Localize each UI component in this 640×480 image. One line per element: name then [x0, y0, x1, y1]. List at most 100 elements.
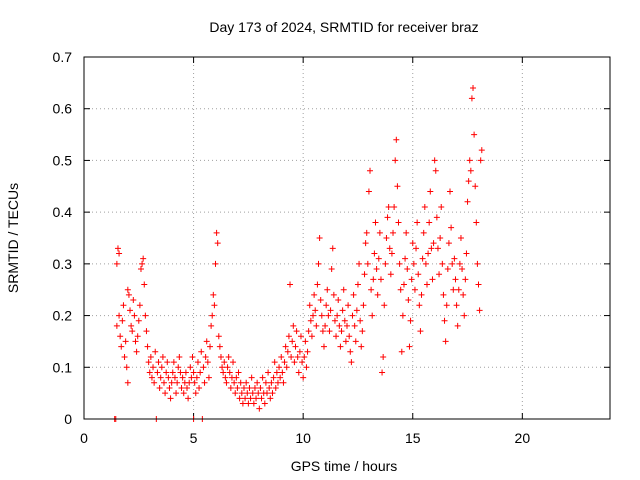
data-point [368, 286, 375, 293]
data-point [162, 390, 169, 397]
data-point [315, 260, 322, 267]
data-point [249, 390, 256, 397]
data-point [400, 281, 407, 288]
y-axis-label: SRMTID / TECUs [5, 183, 21, 293]
data-point [248, 374, 255, 381]
data-point [358, 343, 365, 350]
tick-labels: 0 0.1 0.2 0.3 0.4 0.5 0.6 0.7 0 5 10 15 20 [53, 49, 531, 446]
data-point [280, 379, 287, 386]
data-point [246, 384, 253, 391]
data-point [299, 359, 306, 366]
data-point [116, 250, 123, 257]
data-point [179, 374, 186, 381]
data-point [192, 390, 199, 397]
data-point [349, 312, 356, 319]
data-point [184, 384, 191, 391]
data-point [152, 348, 159, 355]
data-point [470, 85, 477, 92]
data-point [284, 348, 291, 355]
data-point [463, 250, 470, 257]
data-point [189, 353, 196, 360]
data-point [265, 369, 272, 376]
data-point [256, 405, 263, 412]
data-point [154, 369, 161, 376]
data-point [242, 395, 249, 402]
data-point [224, 364, 231, 371]
data-point [273, 369, 280, 376]
data-point [421, 203, 428, 210]
data-point [383, 235, 390, 241]
data-point [285, 333, 292, 340]
data-point [336, 322, 343, 329]
data-point [367, 167, 374, 174]
data-point [388, 250, 395, 257]
data-point [423, 281, 430, 288]
data-point [340, 286, 347, 293]
data-point [425, 250, 432, 257]
data-point [292, 343, 299, 350]
data-point [121, 353, 128, 360]
data-point [379, 369, 386, 376]
data-point [310, 312, 317, 319]
data-point [406, 343, 413, 350]
data-point [324, 286, 331, 293]
data-point [204, 359, 211, 366]
data-point [430, 240, 437, 247]
data-point [409, 240, 416, 247]
data-point [213, 229, 220, 236]
data-point [472, 183, 479, 190]
data-point [277, 374, 284, 381]
data-point [203, 338, 210, 345]
data-point [447, 188, 454, 195]
data-point [308, 333, 315, 340]
data-point [274, 379, 281, 386]
data-point [170, 359, 177, 366]
data-point [128, 322, 135, 329]
data-point [337, 343, 344, 350]
data-point [129, 328, 136, 335]
data-point [405, 297, 412, 304]
data-point [393, 136, 400, 143]
data-point [127, 307, 134, 314]
data-point [466, 157, 473, 164]
data-point [251, 384, 258, 391]
data-point [222, 374, 229, 381]
data-point [150, 364, 157, 371]
data-point [307, 317, 314, 324]
data-point [283, 364, 290, 371]
data-point [148, 374, 155, 381]
data-point [434, 245, 441, 252]
data-point [380, 353, 387, 360]
data-point [395, 219, 402, 226]
data-point [471, 131, 478, 138]
data-point [451, 255, 458, 262]
data-point [418, 291, 425, 298]
data-point [239, 400, 246, 407]
data-point [289, 338, 296, 345]
data-point [232, 390, 239, 397]
data-point [297, 333, 304, 340]
data-point [454, 322, 461, 329]
data-point [325, 312, 332, 319]
data-point [133, 348, 140, 355]
data-point [113, 260, 120, 267]
data-point [404, 266, 411, 273]
data-point [330, 291, 337, 298]
data-point [456, 260, 463, 267]
data-point [476, 307, 483, 314]
data-point [155, 359, 162, 366]
data-point [180, 390, 187, 397]
data-point [173, 390, 180, 397]
data-point [420, 229, 427, 236]
data-point [230, 359, 237, 366]
data-point [465, 178, 472, 185]
data-point [146, 369, 153, 376]
data-point [431, 157, 438, 164]
data-point [122, 338, 129, 345]
data-point [287, 281, 294, 288]
y-tick-label: 0.7 [53, 49, 73, 65]
data-point [245, 400, 252, 407]
y-tick-label: 0.4 [53, 204, 73, 220]
data-point [144, 343, 151, 350]
data-point [386, 245, 393, 252]
